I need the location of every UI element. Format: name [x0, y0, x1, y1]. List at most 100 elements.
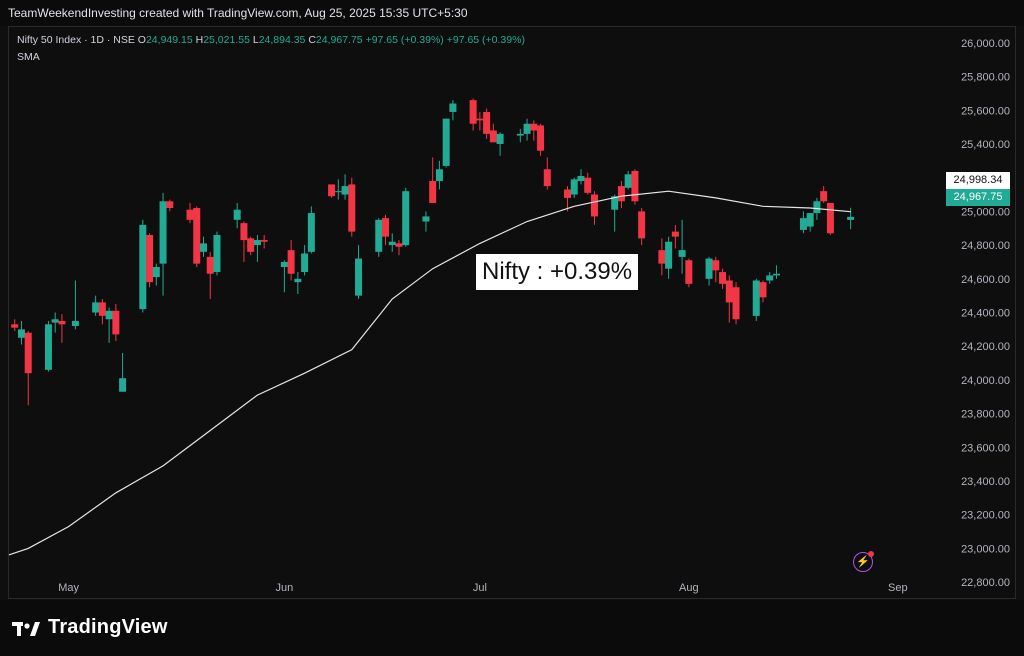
annotation-badge: Nifty : +0.39% [476, 254, 639, 290]
tradingview-logo-icon [12, 621, 40, 636]
candle-body [186, 209, 194, 220]
candle-body [826, 202, 834, 234]
candle-body [577, 175, 585, 182]
candle-body [712, 260, 720, 271]
candle-body [624, 174, 632, 188]
sma-indicator-label[interactable]: SMA [17, 51, 40, 63]
candle-body [671, 231, 679, 237]
candle-body [287, 250, 295, 274]
y-tick-label: 23,800.00 [961, 409, 1010, 421]
candle-body [631, 170, 639, 202]
candle-body [139, 224, 147, 310]
y-tick-label: 23,200.00 [961, 510, 1010, 522]
candle-body [476, 118, 484, 121]
candle-body [496, 133, 504, 144]
lightning-icon[interactable]: ⚡ [853, 551, 874, 572]
x-tick-label: Sep [888, 582, 908, 594]
y-tick-label: 23,000.00 [961, 543, 1010, 555]
change-value: +97.65 (+0.39%) [365, 34, 444, 46]
candle-body [112, 310, 120, 335]
candle-body [469, 100, 477, 124]
bottom-bar [0, 600, 1024, 656]
candle-body [341, 186, 349, 195]
candle-body [199, 243, 207, 252]
candle-body [17, 329, 25, 338]
candle-body [233, 209, 241, 220]
candle-body [388, 241, 396, 246]
candle-body [685, 260, 693, 284]
y-tick-label: 24,400.00 [961, 308, 1010, 320]
candle-body [92, 302, 100, 313]
candle-body [564, 189, 572, 198]
top-bar: TeamWeekendInvesting created with Tradin… [0, 0, 1024, 26]
candle-body [523, 123, 531, 134]
candle-body [247, 238, 255, 252]
candle-body [193, 208, 201, 264]
candle-body [166, 201, 174, 209]
y-tick-label: 25,000.00 [961, 206, 1010, 218]
notification-dot [868, 551, 874, 557]
candle-body [44, 324, 52, 370]
candle-body [799, 218, 807, 230]
high-label: H [195, 34, 204, 46]
candle-body [348, 184, 356, 232]
y-tick-label: 24,000.00 [961, 375, 1010, 387]
candle-body [543, 169, 551, 187]
candle-body [766, 275, 774, 281]
x-tick-label: Jul [473, 582, 487, 594]
candle-body [260, 240, 268, 242]
candle-body [705, 258, 713, 279]
low-value: 24,894.35 [258, 34, 306, 46]
candle-body [813, 201, 821, 214]
candle-body [375, 219, 383, 252]
candle-body [152, 266, 160, 278]
y-tick-label: 24,200.00 [961, 341, 1010, 353]
candle-body [422, 216, 430, 222]
change-value-2: +97.65 (+0.39%) [446, 34, 525, 46]
sma-line [7, 190, 851, 556]
candle-body [402, 191, 410, 246]
close-value: 24,967.75 [315, 34, 363, 46]
candle-body [442, 118, 450, 166]
candle-body [159, 201, 167, 264]
candle-body [530, 123, 538, 131]
candle-body [301, 253, 309, 273]
candle-body [429, 181, 437, 203]
x-tick-label: Aug [679, 582, 699, 594]
candle-body [146, 234, 154, 283]
candle-body [719, 272, 727, 284]
candle-body [334, 191, 342, 193]
candle-body [489, 130, 497, 143]
candle-body [51, 319, 59, 323]
open-label: O [137, 34, 146, 46]
tradingview-logo[interactable]: TradingView [12, 616, 168, 639]
price-axis[interactable] [945, 26, 1016, 599]
candle-body [584, 177, 592, 193]
y-tick-label: 24,800.00 [961, 240, 1010, 252]
candle-body [772, 273, 780, 276]
candle-body [105, 310, 113, 320]
y-tick-label: 26,000.00 [961, 38, 1010, 50]
candle-body [752, 280, 760, 316]
candle-body [820, 191, 828, 202]
candle-body [537, 125, 545, 151]
candle-body [11, 324, 19, 328]
y-tick-label: 25,600.00 [961, 105, 1010, 117]
candle-body [58, 320, 66, 325]
candle-body [206, 256, 214, 274]
candle-body [355, 258, 363, 296]
y-tick-label: 23,600.00 [961, 442, 1010, 454]
y-tick-label: 25,400.00 [961, 139, 1010, 151]
candle-body [240, 223, 248, 241]
x-tick-label: May [58, 582, 79, 594]
y-tick-label: 25,800.00 [961, 72, 1010, 84]
symbol-label[interactable]: Nifty 50 Index · 1D · NSE [17, 34, 135, 46]
candle-body [570, 179, 578, 195]
chart-caption: TeamWeekendInvesting created with Tradin… [8, 6, 468, 20]
candle-body [119, 378, 127, 392]
brand-name: TradingView [48, 616, 168, 638]
candle-body [658, 250, 666, 264]
candle-body [665, 241, 673, 269]
candle-body [483, 111, 491, 134]
